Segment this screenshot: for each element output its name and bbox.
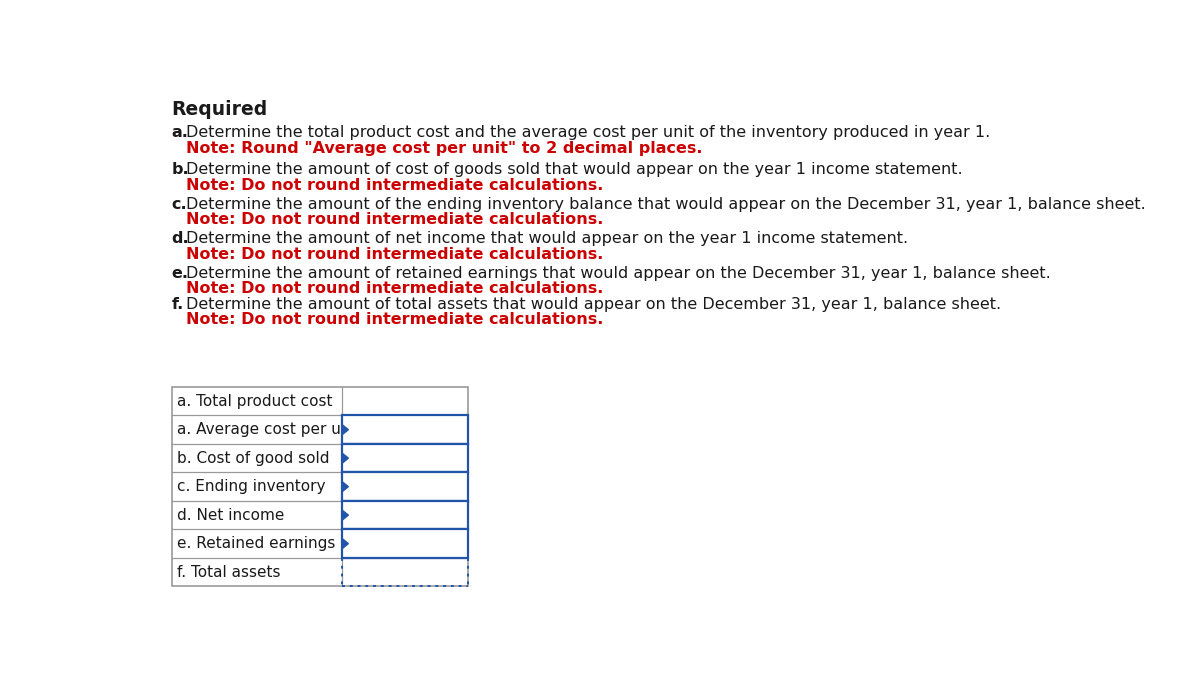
Text: e. Retained earnings: e. Retained earnings: [178, 536, 336, 551]
Text: Required: Required: [172, 100, 268, 119]
Bar: [342, 415, 468, 444]
Polygon shape: [342, 424, 348, 435]
Polygon shape: [342, 510, 348, 520]
Text: c. Ending inventory: c. Ending inventory: [178, 479, 325, 494]
Text: Note: Round "Average cost per unit" to 2 decimal places.: Note: Round "Average cost per unit" to 2…: [186, 141, 702, 155]
Text: e.: e.: [172, 266, 188, 281]
Text: b. Cost of good sold: b. Cost of good sold: [178, 451, 330, 466]
Text: Note: Do not round intermediate calculations.: Note: Do not round intermediate calculat…: [186, 212, 604, 227]
Text: Determine the amount of net income that would appear on the year 1 income statem: Determine the amount of net income that …: [186, 231, 907, 246]
Text: Determine the amount of the ending inventory balance that would appear on the De: Determine the amount of the ending inven…: [186, 197, 1146, 212]
Bar: [172, 387, 468, 586]
Text: Note: Do not round intermediate calculations.: Note: Do not round intermediate calculat…: [186, 282, 604, 297]
Text: f. Total assets: f. Total assets: [178, 564, 281, 580]
Text: a.: a.: [172, 125, 188, 140]
Polygon shape: [342, 453, 348, 463]
Text: Determine the total product cost and the average cost per unit of the inventory : Determine the total product cost and the…: [186, 125, 990, 140]
Text: d.: d.: [172, 231, 190, 246]
Text: Note: Do not round intermediate calculations.: Note: Do not round intermediate calculat…: [186, 313, 604, 327]
Polygon shape: [342, 539, 348, 549]
Text: Determine the amount of cost of goods sold that would appear on the year 1 incom: Determine the amount of cost of goods so…: [186, 162, 962, 177]
Bar: [342, 529, 468, 558]
Text: d. Net income: d. Net income: [178, 508, 284, 522]
Text: f.: f.: [172, 297, 184, 312]
Text: Determine the amount of retained earnings that would appear on the December 31, : Determine the amount of retained earning…: [186, 266, 1050, 281]
Text: a. Total product cost: a. Total product cost: [178, 394, 332, 408]
Text: Note: Do not round intermediate calculations.: Note: Do not round intermediate calculat…: [186, 247, 604, 262]
Text: c.: c.: [172, 197, 187, 212]
Polygon shape: [342, 482, 348, 492]
Text: b.: b.: [172, 162, 190, 177]
Bar: [342, 501, 468, 529]
Text: Determine the amount of total assets that would appear on the December 31, year : Determine the amount of total assets tha…: [186, 297, 1001, 312]
Text: a. Average cost per unit: a. Average cost per unit: [178, 422, 361, 437]
Text: Note: Do not round intermediate calculations.: Note: Do not round intermediate calculat…: [186, 177, 604, 193]
Bar: [342, 444, 468, 473]
Bar: [342, 473, 468, 501]
